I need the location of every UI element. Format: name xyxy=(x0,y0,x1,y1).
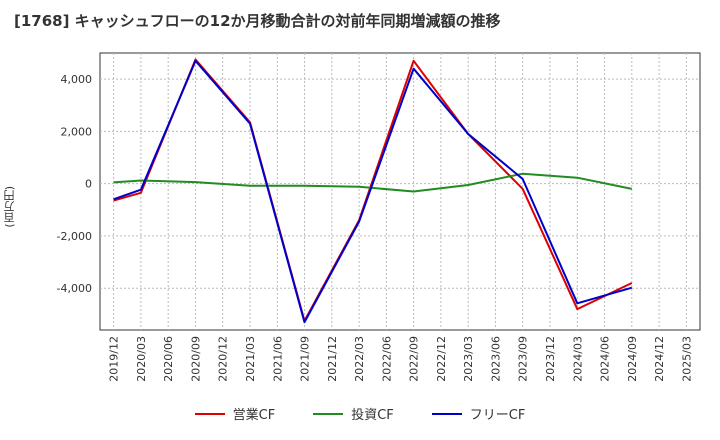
legend-item: 営業CF xyxy=(194,404,276,423)
series-line-投資CF xyxy=(113,172,633,193)
y-axis-ticks: 4,000 2,000 0 -2,000 -4,000 xyxy=(57,73,92,295)
x-tick-label: 2022/03 xyxy=(353,336,366,382)
x-tick-label: 2023/12 xyxy=(544,336,557,382)
series-lines xyxy=(113,58,633,324)
x-tick-label: 2021/12 xyxy=(326,336,339,382)
x-tick-label: 2022/09 xyxy=(408,336,421,382)
legend-item: 投資CF xyxy=(313,404,394,423)
x-tick-label: 2019/12 xyxy=(108,336,121,382)
x-tick-label: 2024/09 xyxy=(626,336,639,382)
chart-title: [1768] キャッシュフローの12か月移動合計の対前年同期増減額の推移 xyxy=(14,12,501,30)
x-tick-label: 2021/03 xyxy=(244,336,257,382)
y-tick-label: 4,000 xyxy=(61,73,93,86)
y-tick-label: 0 xyxy=(85,178,92,191)
x-tick-label: 2020/09 xyxy=(189,336,202,382)
x-tick-label: 2022/06 xyxy=(380,336,393,382)
x-tick-label: 2020/03 xyxy=(135,336,148,382)
x-tick-label: 2024/03 xyxy=(571,336,584,382)
x-tick-label: 2024/12 xyxy=(653,336,666,382)
grid-lines xyxy=(100,53,700,330)
x-tick-label: 2023/03 xyxy=(462,336,475,382)
legend-swatch xyxy=(194,412,225,415)
x-tick-label: 2023/09 xyxy=(517,336,530,382)
y-tick-label: -2,000 xyxy=(57,230,92,243)
legend-swatch xyxy=(313,412,344,415)
plot-area xyxy=(99,52,701,331)
legend: 営業CF 投資CF フリーCF xyxy=(0,404,720,423)
legend-label: 投資CF xyxy=(351,408,394,423)
legend-item: フリーCF xyxy=(431,404,526,423)
x-tick-label: 2020/06 xyxy=(162,336,175,382)
series-line-フリーCF xyxy=(113,59,633,324)
x-tick-label: 2024/06 xyxy=(599,336,612,382)
legend-label: フリーCF xyxy=(469,408,526,423)
x-tick-label: 2021/09 xyxy=(299,336,312,382)
legend-label: 営業CF xyxy=(232,408,276,423)
y-tick-label: 2,000 xyxy=(61,125,93,138)
x-tick-label: 2021/06 xyxy=(271,336,284,382)
x-tick-label: 2020/12 xyxy=(217,336,230,382)
x-axis-ticks: 2019/12 2020/03 2020/06 2020/09 2020/12 2021/… xyxy=(108,336,694,382)
legend-swatch xyxy=(431,412,462,415)
y-tick-label: -4,000 xyxy=(57,282,92,295)
x-tick-label: 2025/03 xyxy=(680,336,693,382)
x-tick-label: 2022/12 xyxy=(435,336,448,382)
x-tick-label: 2023/06 xyxy=(489,336,502,382)
